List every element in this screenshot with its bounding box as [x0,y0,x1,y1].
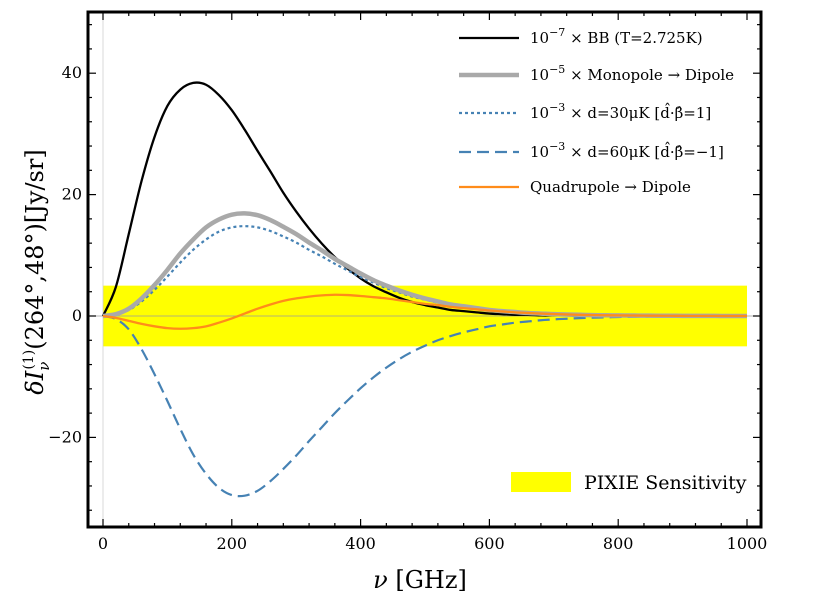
legend-text: × Monopole → Dipole [565,66,734,84]
y-axis-superscript: (1) [21,350,37,370]
x-tick-label: 200 [217,534,248,553]
y-tick-label: 40 [62,63,82,82]
x-tick-label: 800 [603,534,634,553]
legend-sensitivity-swatch [511,472,571,492]
legend-text: × d=60μK [d̂·β̂=−1] [565,142,724,161]
x-tick-label: 0 [98,534,108,553]
legend-sensitivity-label: PIXIE Sensitivity [584,472,747,494]
plot-frame-bg [88,12,761,527]
legend-exp: −3 [549,101,565,114]
x-tick-label: 400 [345,534,376,553]
x-axis-unit: [GHz] [388,566,467,594]
legend-coef: 10 [530,29,549,47]
y-tick-label: 0 [72,306,82,325]
legend-entry: Quadrupole → Dipole [530,178,691,196]
y-axis-subscript: ν [35,362,53,371]
legend-exp: −5 [549,63,565,76]
legend-text: × BB (T=2.725K) [565,29,702,47]
legend-coef: 10 [530,66,549,84]
x-axis-title: ν [GHz] [373,566,467,594]
y-tick-label: 20 [62,185,82,204]
legend-entry: 10−3 × d=30μK [d̂·β̂=1] [530,101,711,122]
y-tick-label: −20 [48,427,82,446]
legend-exp: −7 [549,26,565,39]
legend-entry: 10−7 × BB (T=2.725K) [530,26,703,47]
legend-exp: −3 [549,140,565,153]
y-axis-rest: (264°,48°)[Jy/sr] [21,149,49,349]
legend-entry: 10−3 × d=60μK [d̂·β̂=−1] [530,140,724,161]
legend-entry: 10−5 × Monopole → Dipole [530,63,734,84]
plot-frame [86,10,763,529]
x-axis-variable: ν [373,566,388,594]
series-quadrupole-dipole [102,293,747,330]
legend-coef: 10 [530,143,549,161]
y-axis-title: δIν(1)(264°,48°)[Jy/sr] [21,149,53,394]
legend-coef: 10 [530,104,549,122]
series-d60 [102,314,748,498]
y-axis-main: δI [21,370,49,394]
x-tick-label: 1000 [727,534,768,553]
x-tick-label: 600 [474,534,505,553]
legend-text: × d=30μK [d̂·β̂=1] [565,103,711,122]
